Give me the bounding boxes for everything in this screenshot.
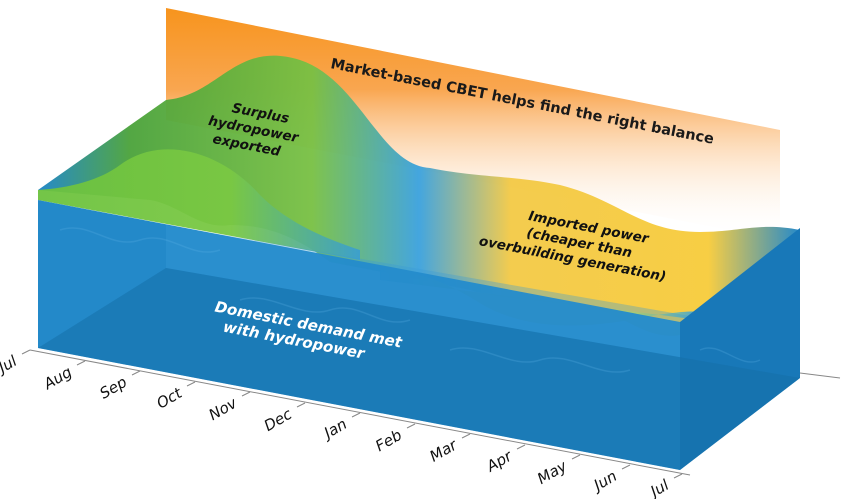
month-axis-labels: Jul Aug Sep Oct Nov Dec Jan Feb Mar Apr …	[0, 349, 683, 499]
month-label: Feb	[372, 426, 405, 455]
month-label: Jun	[588, 467, 620, 496]
month-label: Oct	[154, 383, 186, 412]
depth-axis	[799, 372, 841, 379]
month-label: Jul	[645, 475, 673, 499]
surplus-front-area	[38, 149, 360, 260]
month-label: Sep	[97, 373, 130, 403]
month-label: Nov	[206, 393, 241, 424]
time-axis	[29, 349, 691, 476]
month-label: Jan	[318, 415, 350, 444]
floor-shade	[38, 268, 800, 470]
top-surface	[38, 55, 800, 336]
water-pattern	[59, 227, 761, 373]
month-label: Jul	[0, 351, 21, 378]
month-label: May	[534, 456, 571, 488]
month-label: Aug	[40, 363, 75, 394]
month-label: Dec	[261, 405, 296, 435]
month-label: Apr	[483, 446, 516, 475]
month-label: Mar	[426, 435, 460, 465]
back-wall	[166, 225, 800, 378]
